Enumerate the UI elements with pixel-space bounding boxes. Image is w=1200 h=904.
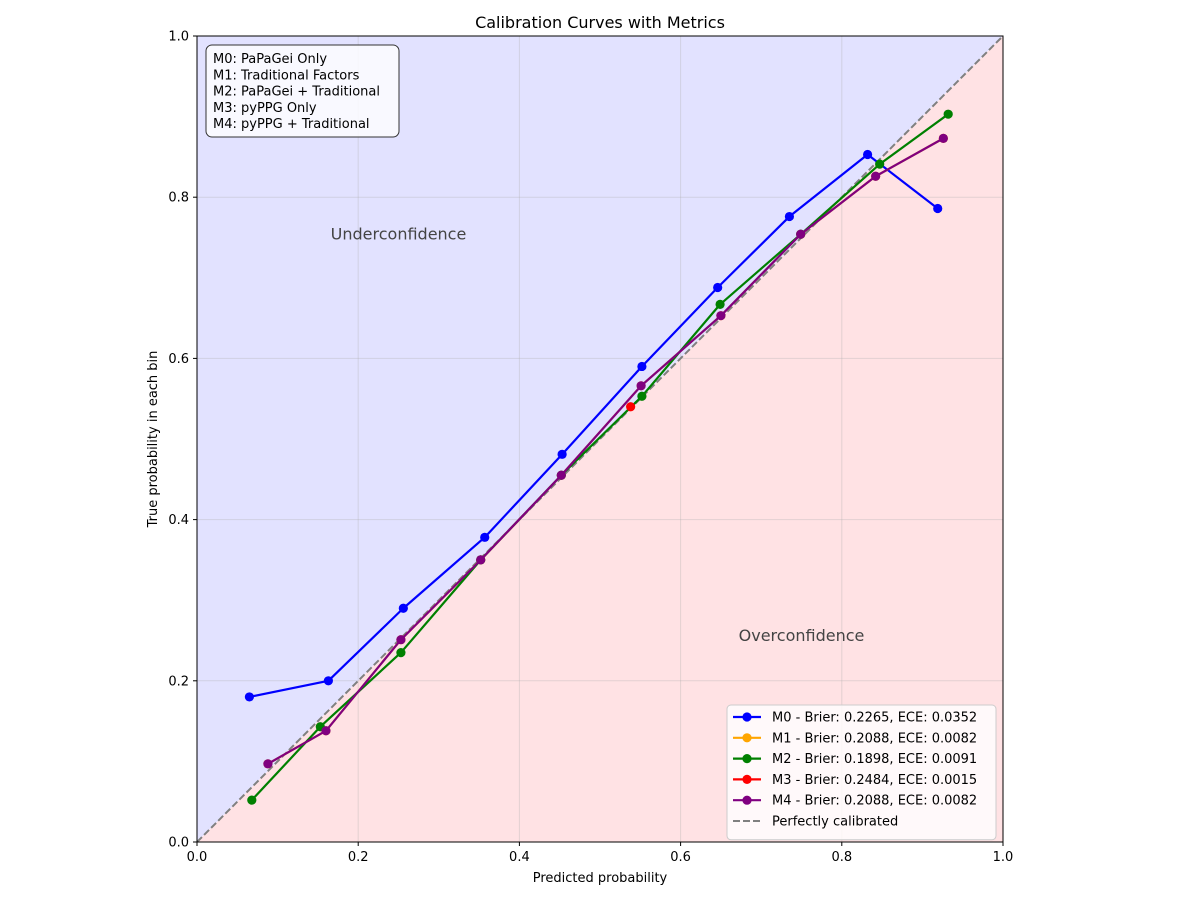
axis-ticks: 0.0 0.2 0.4 0.6 0.8 1.0 0.0 0.2 0.4 0.6 0.8 1.0 [168, 30, 1013, 866]
y-tick-label: 0.4 [168, 513, 189, 528]
underconfidence-label: Underconfidence [331, 224, 467, 243]
series-point [636, 381, 646, 391]
chart-title: Calibration Curves with Metrics [475, 13, 725, 32]
legend-label: M2 - Brier: 0.1898, ECE: 0.0091 [772, 752, 977, 767]
series-point [875, 159, 885, 169]
series-point [713, 282, 723, 293]
legend-entry: M4 - Brier: 0.2088, ECE: 0.0082 [733, 794, 977, 809]
series-point [556, 470, 566, 480]
legend-label: Perfectly calibrated [772, 815, 898, 830]
series-4 [263, 133, 948, 769]
series-3 [626, 402, 636, 412]
x-tick-label: 0.6 [670, 850, 691, 865]
legend-entry: M0 - Brier: 0.2265, ECE: 0.0352 [733, 711, 977, 726]
legend-entry: Perfectly calibrated [733, 815, 898, 830]
y-tick-label: 0.8 [168, 191, 189, 206]
model-key-line: M2: PaPaGei + Traditional [213, 85, 380, 100]
legend-entry: M2 - Brier: 0.1898, ECE: 0.0091 [733, 752, 977, 767]
x-axis-label: Predicted probability [533, 871, 668, 886]
series-point [715, 299, 725, 309]
plot-frame [196, 35, 1004, 843]
x-tick-label: 0.8 [831, 850, 852, 865]
y-tick-label: 1.0 [168, 30, 189, 45]
series-point [626, 402, 636, 412]
series-point [637, 361, 647, 372]
series-point [871, 171, 881, 181]
series-point [398, 603, 408, 613]
x-tick-label: 1.0 [993, 850, 1014, 865]
model-key-line: M0: PaPaGei Only [213, 52, 327, 67]
x-tick-label: 0.0 [187, 850, 208, 865]
x-tick-label: 0.2 [348, 850, 369, 865]
y-tick-label: 0.6 [168, 352, 189, 367]
series-point [321, 726, 331, 736]
y-tick-label: 0.0 [168, 836, 189, 851]
model-key-frame [205, 44, 400, 138]
legend-label: M1 - Brier: 0.2088, ECE: 0.0082 [772, 731, 977, 746]
legend-label: M0 - Brier: 0.2265, ECE: 0.0352 [772, 711, 977, 726]
series-point [784, 211, 795, 222]
series-point [396, 647, 406, 658]
series-point [247, 795, 257, 805]
legend-swatch-marker [742, 774, 752, 785]
legend-swatch-marker [742, 795, 752, 805]
series-point [938, 133, 948, 143]
series-point [323, 676, 333, 686]
legend-label: M4 - Brier: 0.2088, ECE: 0.0082 [772, 794, 977, 809]
legend-swatch-marker [742, 733, 752, 743]
model-key-line: M3: pyPPG Only [213, 101, 317, 116]
series-point [557, 449, 567, 459]
series-point [862, 149, 873, 160]
series-point [396, 635, 406, 645]
series-point [716, 311, 726, 321]
series-point [943, 109, 953, 119]
region-labels: Underconfidence Overconfidence [331, 224, 865, 644]
series-point [244, 692, 254, 702]
model-key-line: M4: pyPPG + Traditional [213, 117, 370, 132]
series-point [796, 229, 806, 239]
series-line [267, 137, 944, 765]
series-point [933, 203, 943, 214]
legend-entry: M1 - Brier: 0.2088, ECE: 0.0082 [733, 731, 977, 746]
series-point [263, 759, 273, 769]
legend-frame [726, 704, 997, 841]
series-line [249, 153, 939, 698]
series-point [476, 555, 486, 565]
series-point [480, 532, 490, 542]
series-point [637, 391, 647, 401]
legend-swatch-marker [742, 712, 752, 722]
series-group [244, 109, 953, 805]
x-tick-label: 0.4 [509, 850, 530, 865]
overconfidence-label: Overconfidence [739, 626, 865, 645]
series-0 [244, 149, 943, 702]
legend-swatch-marker [742, 754, 752, 764]
legend-label: M3 - Brier: 0.2484, ECE: 0.0015 [772, 773, 977, 788]
legend: M0 - Brier: 0.2265, ECE: 0.0352 M1 - Brie… [726, 704, 997, 841]
model-key-line: M1: Traditional Factors [213, 68, 360, 83]
legend-entry: M3 - Brier: 0.2484, ECE: 0.0015 [733, 773, 977, 788]
y-axis-label: True probability in each bin [146, 351, 161, 529]
y-tick-label: 0.2 [168, 674, 189, 689]
